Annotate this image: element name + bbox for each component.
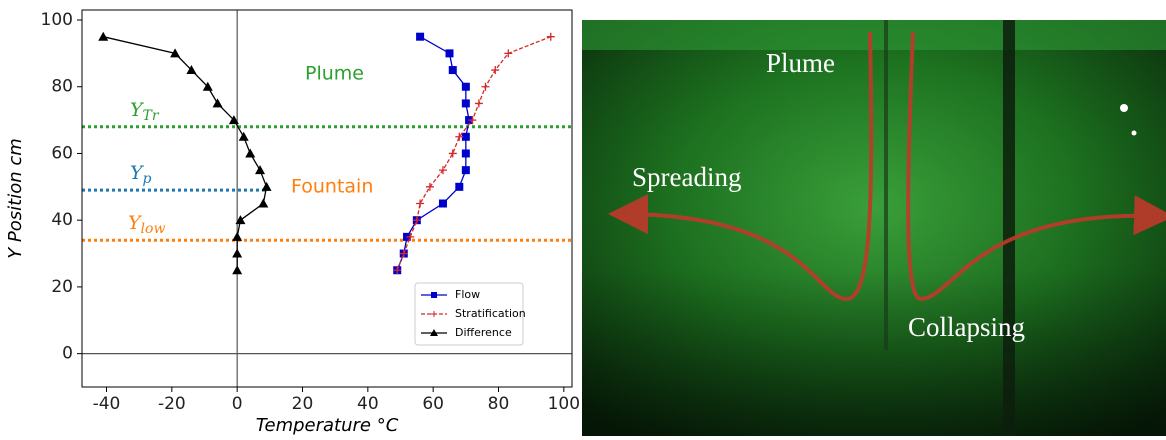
marker [461, 166, 470, 175]
marker [258, 198, 269, 208]
legend-label: Flow [455, 288, 480, 301]
nozzle [884, 20, 888, 350]
reference-label: YTr [130, 99, 160, 124]
legend-marker [431, 292, 437, 298]
reference-label-sub: p [143, 171, 152, 187]
marker [445, 49, 454, 58]
annotation: Plume [305, 63, 364, 85]
x-tick-label: 100 [548, 394, 580, 414]
chart: -40 -20 0 20 40 60 80 100 0 20 40 60 80 100 Temperatur… [5, 9, 580, 436]
reference-label-main: Y [130, 162, 145, 184]
reference-label-main: Y [128, 212, 143, 234]
marker [232, 265, 243, 275]
reference-label: Ylow [128, 212, 165, 237]
marker [232, 231, 243, 241]
reference-label: Yp [130, 162, 152, 187]
photo-top [582, 20, 1166, 50]
marker [393, 266, 402, 275]
marker [238, 131, 249, 141]
legend-marker [431, 311, 437, 317]
marker [416, 32, 425, 41]
photo-label: Plume [766, 48, 835, 78]
marker [406, 232, 415, 241]
y-tick-label: 20 [51, 277, 73, 297]
marker [461, 149, 470, 158]
marker [235, 215, 246, 225]
photo-shade [582, 20, 1166, 436]
marker [412, 216, 421, 225]
marker [461, 82, 470, 91]
y-tick-label: 40 [51, 210, 73, 230]
photo-label: Collapsing [908, 312, 1025, 342]
photo: Plume Spreading Collapsing [582, 20, 1166, 436]
marker [232, 248, 243, 258]
legend-label: Stratification [455, 307, 526, 320]
marker [438, 199, 447, 208]
marker [170, 48, 181, 58]
x-tick-label: 0 [232, 394, 243, 414]
marker [245, 148, 256, 158]
x-tick-label: -20 [158, 394, 186, 414]
marker [438, 166, 447, 175]
marker [448, 149, 457, 158]
marker [455, 132, 464, 141]
marker [202, 81, 213, 91]
y-tick-label: 100 [41, 10, 73, 30]
x-tick-label: 80 [488, 394, 510, 414]
marker [448, 66, 457, 75]
rod [1003, 20, 1015, 436]
y-tick-label: 60 [51, 143, 73, 163]
photo-label: Spreading [632, 162, 741, 192]
annotation: Fountain [291, 176, 373, 198]
x-tick-label: 40 [357, 394, 379, 414]
marker [98, 31, 109, 41]
y-axis-label: Y Position cm [5, 138, 26, 259]
reference-label-main: Y [130, 99, 145, 121]
marker [461, 132, 470, 141]
x-tick-label: -40 [93, 394, 121, 414]
marker [546, 32, 555, 41]
flow-arrow [906, 31, 1166, 301]
marker [261, 181, 272, 191]
reference-label-sub: Tr [143, 108, 160, 124]
series-line [396, 36, 552, 271]
marker [468, 116, 477, 125]
marker [212, 98, 223, 108]
reference-label-sub: low [141, 221, 166, 237]
y-tick-label: 80 [51, 77, 73, 97]
marker [399, 249, 408, 258]
marker [461, 99, 470, 108]
x-tick-label: 60 [422, 394, 444, 414]
light [1120, 104, 1128, 112]
x-tick-label: 20 [292, 394, 314, 414]
marker [455, 182, 464, 191]
marker [255, 165, 266, 175]
y-tick-label: 0 [62, 344, 73, 364]
legend-marker [430, 329, 438, 336]
light [1131, 130, 1137, 136]
marker [186, 65, 197, 75]
legend-box [414, 282, 524, 346]
flow-arrow [608, 31, 874, 302]
plot-frame [81, 9, 573, 388]
marker [416, 199, 425, 208]
x-axis-label: Temperature °C [256, 415, 399, 436]
marker [474, 99, 483, 108]
marker [481, 82, 490, 91]
marker [425, 182, 434, 191]
series-line [103, 36, 268, 271]
marker [228, 115, 239, 125]
legend-label: Difference [455, 326, 512, 339]
marker [491, 66, 500, 75]
marker [504, 49, 513, 58]
